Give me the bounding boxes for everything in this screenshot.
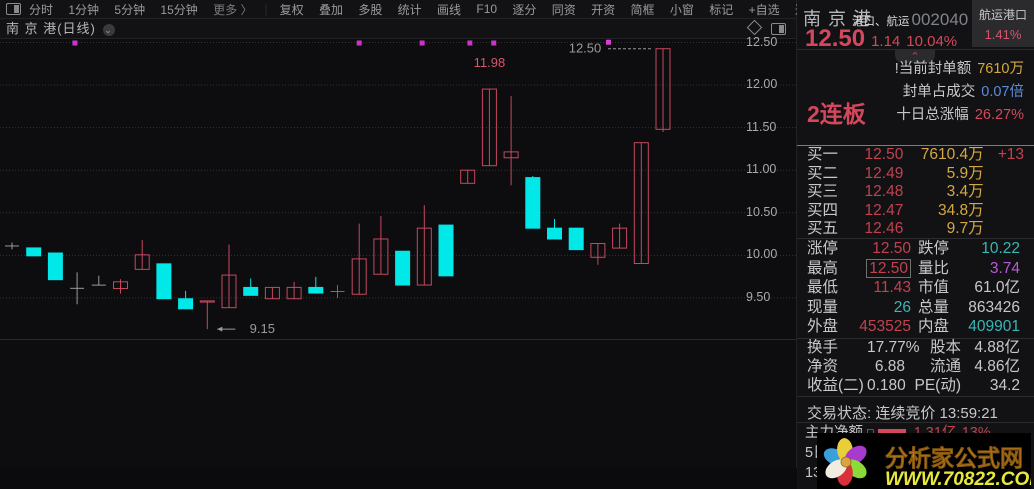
svg-text:WWW.70822.COM: WWW.70822.COM	[885, 469, 1031, 489]
svg-text:分析家公式网: 分析家公式网	[885, 445, 1023, 471]
svg-text:11.98: 11.98	[474, 55, 506, 70]
svg-text:9.15: 9.15	[250, 321, 275, 336]
svg-text:12.50: 12.50	[569, 41, 602, 56]
